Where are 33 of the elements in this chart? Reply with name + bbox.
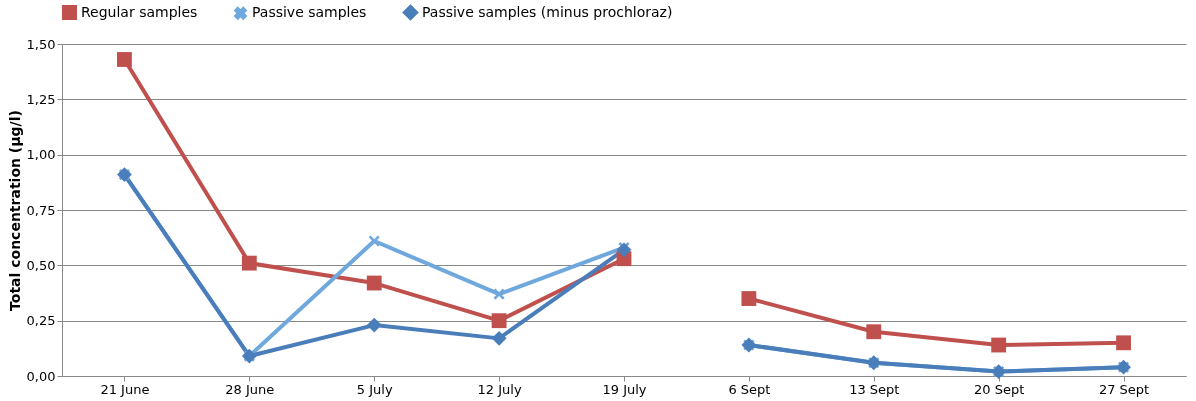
point [366,317,382,333]
x-tick-label: 13 Sept [849,381,900,397]
point [368,235,380,247]
x-tick-label: 5 July [356,381,393,397]
x-tick-label: 6 Sept [728,381,771,397]
y-tick-label: 0,50 [26,257,56,273]
y-tick-label: 0,75 [26,202,56,218]
point [491,313,507,329]
point [117,52,132,67]
y-tick-label: 0,25 [26,313,56,329]
x-tick-label: 19 July [602,381,647,397]
point [241,255,257,271]
legend-label: Regular samples [81,3,198,20]
point [493,288,505,300]
point [866,324,882,340]
y-tick-label: 0,00 [26,368,56,384]
point [616,242,632,258]
y-axis-title: Total concentration (µg/l) [6,110,23,311]
point [366,275,382,291]
point [491,330,507,346]
point [741,291,757,306]
x-tick-label: 28 June [225,381,275,397]
x-tick-label: 12 July [477,381,522,397]
point [1116,335,1131,351]
x-tick-label: 27 Sept [1098,381,1150,397]
x-tick-label: 20 Sept [974,381,1025,397]
y-tick-label: 1,50 [26,36,56,52]
y-tick-label: 1,25 [26,91,56,107]
point [991,337,1007,353]
y-tick-label: 1,00 [26,147,56,163]
legend-label: Passive samples (minus prochloraz) [422,3,673,20]
legend-label: Passive samples [252,4,367,21]
x-tick-label: 21 June [100,381,150,397]
